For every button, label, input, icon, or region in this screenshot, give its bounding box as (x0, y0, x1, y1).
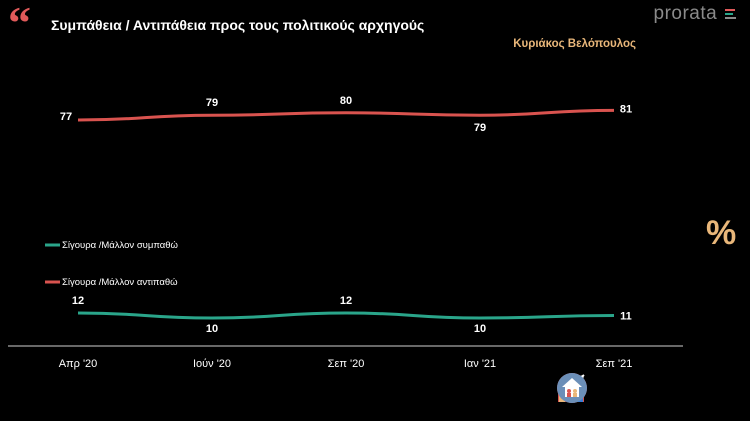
chart-title: Συμπάθεια / Αντιπάθεια προς τους πολιτικ… (51, 17, 425, 33)
logo-text: prorata (653, 3, 718, 24)
data-label-antipathy-4: 81 (620, 103, 632, 115)
x-tick-label-4: Σεπ '21 (596, 358, 633, 370)
data-label-antipathy-3: 79 (474, 122, 486, 134)
quote-mark: “ (8, 0, 31, 48)
series-line-antipathy (77, 108, 615, 122)
x-tick-label-0: Απρ '20 (59, 358, 98, 370)
trend-up-icon (558, 372, 680, 404)
politician-name: Κυριάκος Βελόπουλος (513, 38, 636, 50)
logo-bars-icon (725, 7, 736, 21)
x-tick-label-1: Ιούν '20 (193, 358, 231, 370)
legend: Σίγουρα /Μάλλον συμπαθώ Σίγουρα /Μάλλον … (45, 240, 179, 288)
data-label-antipathy-1: 79 (206, 97, 218, 109)
ballot-box-icon (557, 372, 634, 404)
data-label-sympathy-4: 11 (620, 311, 632, 323)
x-tick-label-2: Σεπ '20 (328, 358, 365, 370)
data-label-sympathy-0: 12 (72, 295, 84, 307)
data-label-antipathy-0: 77 (60, 111, 72, 123)
percent-symbol: % (706, 214, 737, 252)
legend-label-sympathy: Σίγουρα /Μάλλον συμπαθώ (62, 240, 179, 251)
prorata-logo: prorata (654, 3, 736, 25)
footer-icons (556, 372, 726, 404)
legend-label-antipathy: Σίγουρα /Μάλλον αντιπαθώ (62, 277, 178, 288)
data-label-sympathy-3: 10 (474, 323, 486, 335)
series-line-sympathy (77, 311, 615, 320)
data-label-antipathy-2: 80 (340, 95, 352, 107)
data-label-sympathy-1: 10 (206, 323, 218, 335)
x-tick-label-3: Ιαν '21 (464, 358, 496, 370)
data-label-sympathy-2: 12 (340, 295, 352, 307)
house-people-icon (557, 372, 726, 404)
